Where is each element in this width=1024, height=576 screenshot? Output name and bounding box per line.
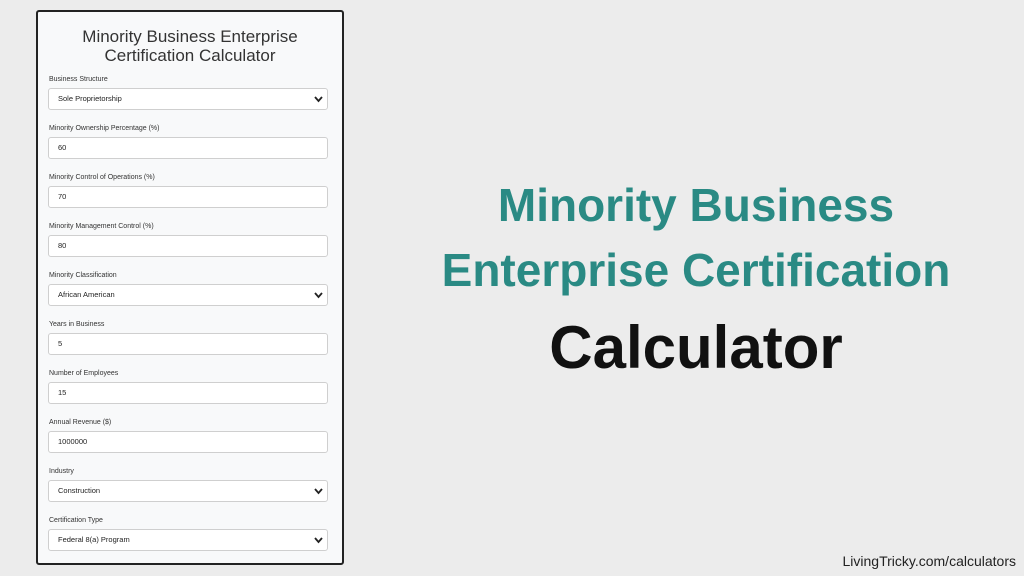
banner-heading-line: Minority Business	[497, 179, 895, 231]
chevron-path	[314, 537, 323, 544]
field-label: Years in Business	[49, 321, 105, 328]
select-box[interactable]: African American	[48, 284, 328, 306]
input-box[interactable]: 60	[48, 137, 328, 159]
input-box[interactable]: 1000000	[48, 431, 328, 453]
field-label: Minority Ownership Percentage (%)	[49, 125, 160, 132]
field-label: Certification Type	[49, 517, 103, 524]
field-label: Business Structure	[49, 76, 108, 83]
input-box[interactable]: 80	[48, 235, 328, 257]
banner-heading-line: Enterprise Certification	[441, 244, 951, 296]
field-label: Industry	[49, 468, 74, 475]
chevron-icon	[314, 292, 323, 299]
input-box[interactable]: 70	[48, 186, 328, 208]
chevron-path	[314, 488, 323, 495]
calculator-title: Minority Business Enterprise Certificati…	[82, 27, 298, 65]
input-box[interactable]: 5	[48, 333, 328, 355]
footer-link: LivingTricky.com/calculators	[842, 553, 1017, 569]
chevron-path	[314, 292, 323, 299]
field-label: Minority Control of Operations (%)	[49, 174, 155, 181]
chevron-icon	[314, 96, 323, 103]
chevron-icon	[314, 488, 323, 495]
select-box[interactable]: Federal 8(a) Program	[48, 529, 328, 551]
chevron-path	[314, 96, 323, 103]
field-label: Annual Revenue ($)	[49, 419, 112, 426]
field-label: Minority Management Control (%)	[49, 223, 154, 230]
chevron-icon	[314, 537, 323, 544]
select-box[interactable]: Construction	[48, 480, 328, 502]
calculator-card: Minority Business Enterprise Certificati…	[36, 10, 344, 565]
field-label: Number of Employees	[49, 370, 119, 377]
banner-heading-line: Calculator	[549, 314, 843, 381]
field-label: Minority Classification	[49, 272, 117, 279]
select-box[interactable]: Sole Proprietorship	[48, 88, 328, 110]
input-box[interactable]: 15	[48, 382, 328, 404]
